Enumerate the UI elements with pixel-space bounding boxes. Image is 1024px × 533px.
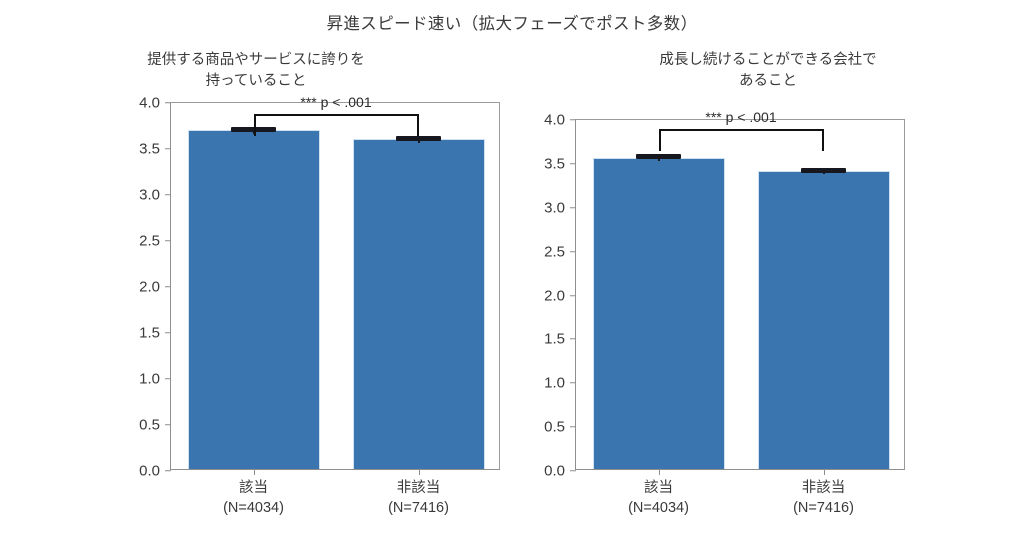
subplot-right-title: 成長し続けることができる会社で あること [512,50,1024,92]
bar-right-1 [757,170,890,469]
y-axis-tick-mark [570,470,576,472]
x-axis-category-name: 該当 [238,480,268,496]
y-axis-tick-label: 4.0 [139,94,160,112]
y-axis-tick-mark [570,382,576,384]
y-axis-tick-mark [570,250,576,252]
y-axis-tick-mark [570,119,576,121]
significance-bracket-right [658,128,824,151]
x-axis-category-name: 非該当 [396,480,441,496]
y-axis-tick-label: 2.5 [139,232,160,250]
y-axis-tick-mark [165,286,171,288]
y-axis-tick-mark [570,426,576,428]
x-axis-tick-mark [823,469,825,475]
y-axis-tick-mark [165,194,171,196]
error-bar-right-1 [801,167,846,173]
x-axis-category-name: 非該当 [801,480,846,496]
error-bar-whisker-right-0 [657,157,660,162]
significance-label-left: *** p < .001 [300,94,372,111]
x-axis-tick-label-left-0: 該当 (N=4034) [223,478,284,518]
x-axis-tick-label-right-0: 該当 (N=4034) [628,478,689,518]
significance-bracket-left [253,114,419,137]
subplot-left-title-line2: 持っていること [205,73,307,89]
x-axis-category-name: 該当 [643,480,673,496]
plot-area-right: 0.0 0.5 1.0 1.5 2.0 2.5 3.0 3.5 4.0 該当 (N=4034) 非該当… [544,109,905,516]
figure-suptitle: 昇進スピード速い（拡大フェーズでポスト多数） [326,15,698,33]
y-axis-tick-label: 1.5 [139,324,160,342]
y-axis-tick-mark [570,207,576,208]
y-axis-tick-label: 2.0 [139,278,160,296]
y-axis-tick-label: 3.0 [544,199,565,217]
subplot-right-title-line2: あること [739,73,797,89]
error-bar-left-1 [396,135,441,141]
x-axis-tick-mark [253,469,255,475]
y-axis-tick-label: 3.5 [139,140,160,158]
y-axis-tick-mark [165,470,171,472]
y-axis-tick-label: 3.5 [544,155,565,173]
x-axis-tick-label-right-1: 非該当 (N=7416) [793,478,854,518]
subplot-left-title: 提供する商品やサービスに誇りを 持っていること [0,50,512,92]
y-axis-tick-label: 0.0 [544,462,565,480]
y-axis-tick-mark [165,102,171,104]
y-axis-tick-label: 2.5 [544,243,565,261]
subplot-left-title-line1: 提供する商品やサービスに誇りを [147,52,365,68]
y-axis-tick-label: 0.0 [139,462,160,480]
bar-right-0 [592,157,725,469]
x-axis-sample-size: (N=4034) [223,500,284,516]
significance-label-right: *** p < .001 [705,108,777,125]
subplot-right: 成長し続けることができる会社で あること 0.0 0.5 1.0 1.5 2.0 2.5 3… [512,0,1024,533]
y-axis-tick-label: 1.5 [544,330,565,348]
subplot-left: 提供する商品やサービスに誇りを 持っていること 0.0 0.5 1.0 1.5 2.0 2… [0,50,512,516]
y-axis-tick-mark [165,148,171,150]
error-bar-right-0 [636,154,681,160]
x-axis-sample-size: (N=7416) [793,500,854,516]
x-axis-sample-size: (N=7416) [388,500,449,516]
y-axis-tick-label: 0.5 [139,416,160,434]
bar-left-0 [187,130,320,469]
plot-area-left: 0.0 0.5 1.0 1.5 2.0 2.5 3.0 3.5 4.0 該当 (N=4034) 非該当… [139,94,500,516]
y-axis-tick-mark [570,294,576,296]
bar-left-1 [352,138,485,469]
x-axis-tick-mark [658,469,660,475]
y-axis-tick-mark [165,378,171,380]
subplot-right-title-line1: 成長し続けることができる会社で [659,52,877,68]
error-bar-whisker-right-1 [822,170,825,175]
y-axis-tick-label: 2.0 [544,287,565,304]
y-axis-tick-label: 0.5 [544,418,565,436]
x-axis-tick-label-left-1: 非該当 (N=7416) [388,478,449,518]
y-axis-tick-label: 1.0 [544,374,565,392]
y-axis-tick-mark [570,163,576,165]
y-axis-tick-label: 1.0 [139,370,160,388]
x-axis-tick-mark [418,469,420,475]
y-axis-tick-mark [570,338,576,340]
y-axis-tick-label: 3.0 [139,186,160,204]
y-axis-tick-label: 4.0 [544,111,565,129]
y-axis-tick-mark [165,240,171,242]
x-axis-sample-size: (N=4034) [628,500,689,516]
error-bar-left-0 [231,127,276,133]
y-axis-tick-mark [165,424,171,426]
y-axis-tick-mark [165,332,171,334]
